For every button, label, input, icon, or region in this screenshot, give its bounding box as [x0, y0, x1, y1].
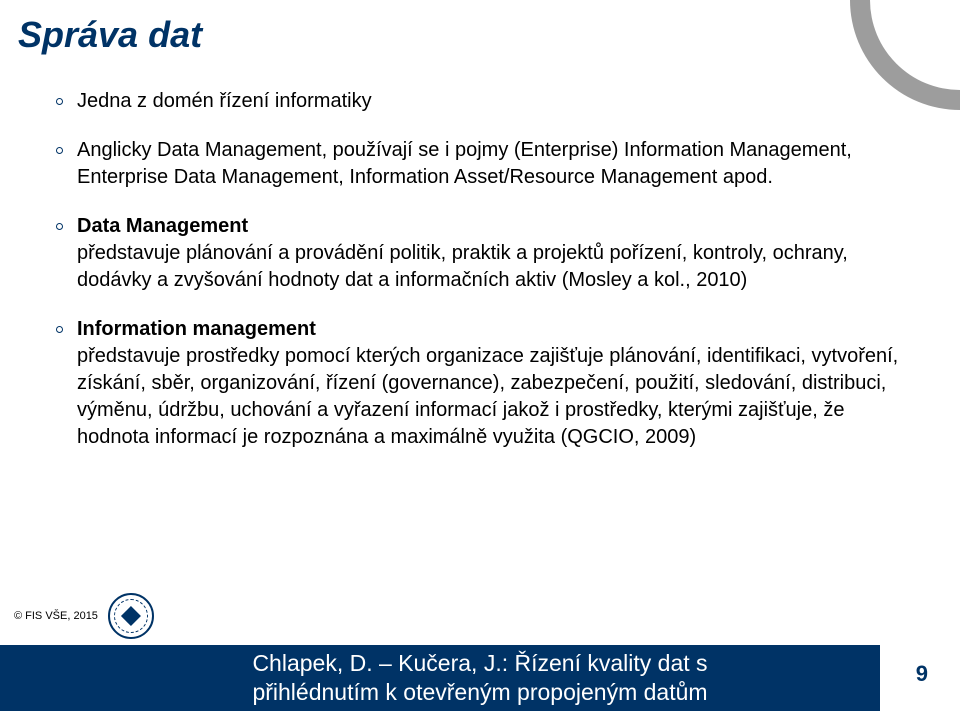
university-logo-icon	[108, 593, 154, 639]
bullet-text: Jedna z domén řízení informatiky	[77, 88, 372, 115]
bullet-text: Data Management představuje plánování a …	[77, 213, 916, 294]
bullet-text: Anglicky Data Management, používají se i…	[77, 137, 916, 191]
slide-title: Správa dat	[18, 14, 202, 56]
bullet-lead: Data Management	[77, 215, 248, 237]
bullet-body: představuje plánování a provádění politi…	[77, 242, 848, 291]
bullet-body: představuje prostředky pomocí kterých or…	[77, 345, 898, 448]
bullet-item: Jedna z domén řízení informatiky	[56, 88, 916, 115]
bullet-icon	[56, 98, 63, 105]
bullet-lead: Information management	[77, 318, 316, 340]
footer-copyright-block: © FIS VŠE, 2015	[14, 593, 154, 639]
copyright-text: © FIS VŠE, 2015	[14, 610, 98, 622]
bullet-text: Information management představuje prost…	[77, 316, 916, 451]
footer-title-line1: Chlapek, D. – Kučera, J.: Řízení kvality…	[252, 650, 707, 676]
footer-title-line2: přihlédnutím k otevřeným propojeným datů…	[252, 679, 707, 705]
bullet-icon	[56, 326, 63, 333]
footer-band: Chlapek, D. – Kučera, J.: Řízení kvality…	[0, 645, 960, 711]
bullet-item: Data Management představuje plánování a …	[56, 213, 916, 294]
slide-body: Jedna z domén řízení informatiky Anglick…	[56, 88, 916, 473]
footer-title: Chlapek, D. – Kučera, J.: Řízení kvality…	[252, 649, 707, 707]
bullet-icon	[56, 223, 63, 230]
bullet-icon	[56, 147, 63, 154]
bullet-item: Information management představuje prost…	[56, 316, 916, 451]
page-number: 9	[908, 657, 936, 691]
bullet-item: Anglicky Data Management, používají se i…	[56, 137, 916, 191]
